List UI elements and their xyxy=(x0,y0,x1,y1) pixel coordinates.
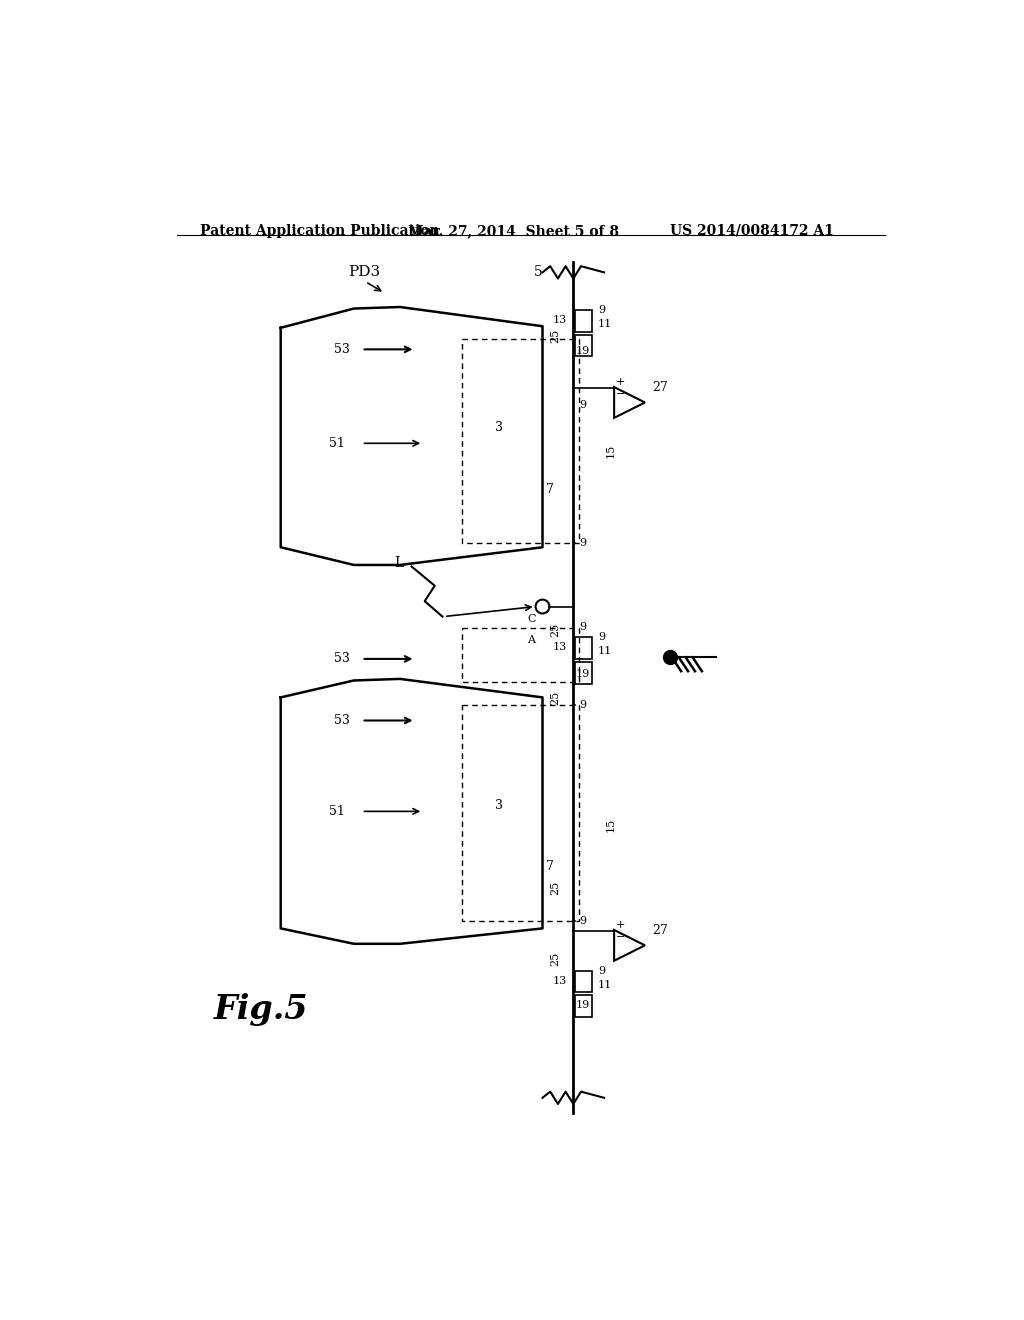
Text: 9: 9 xyxy=(580,700,587,710)
Text: 19: 19 xyxy=(575,1001,590,1010)
Text: 13: 13 xyxy=(553,643,567,652)
Text: 25: 25 xyxy=(550,882,560,895)
Text: 9: 9 xyxy=(580,539,587,548)
Text: 9: 9 xyxy=(580,622,587,631)
Text: 15: 15 xyxy=(605,444,615,458)
Text: 15: 15 xyxy=(605,817,615,832)
Text: 25: 25 xyxy=(550,329,560,343)
Bar xyxy=(574,310,592,331)
Text: 25: 25 xyxy=(550,952,560,966)
Text: 9: 9 xyxy=(598,966,605,975)
Text: 13: 13 xyxy=(553,975,567,986)
Text: Patent Application Publication: Patent Application Publication xyxy=(200,224,439,238)
Text: C: C xyxy=(527,614,537,624)
Text: 3: 3 xyxy=(496,421,504,434)
Text: 27: 27 xyxy=(652,381,669,395)
Text: 5: 5 xyxy=(535,265,543,280)
Bar xyxy=(574,970,592,993)
Text: 25: 25 xyxy=(550,690,560,705)
Text: 9: 9 xyxy=(580,400,587,409)
Text: 27: 27 xyxy=(652,924,669,937)
Text: 11: 11 xyxy=(598,319,612,329)
Text: 19: 19 xyxy=(575,346,590,356)
Text: 51: 51 xyxy=(329,805,345,818)
Text: −: − xyxy=(615,389,625,399)
Text: 7: 7 xyxy=(546,861,554,874)
Text: 3: 3 xyxy=(496,799,504,812)
Text: US 2014/0084172 A1: US 2014/0084172 A1 xyxy=(670,224,834,238)
Text: Fig.5: Fig.5 xyxy=(214,993,308,1026)
Text: L: L xyxy=(394,556,403,570)
Text: 51: 51 xyxy=(329,437,345,450)
Text: 25: 25 xyxy=(550,623,560,636)
Text: −: − xyxy=(615,932,625,942)
Bar xyxy=(574,663,592,684)
Text: 7: 7 xyxy=(546,483,554,496)
Bar xyxy=(574,335,592,356)
Bar xyxy=(574,638,592,659)
Text: 9: 9 xyxy=(580,916,587,925)
Text: A: A xyxy=(526,635,535,644)
Text: 9: 9 xyxy=(598,305,605,315)
Text: 19: 19 xyxy=(575,669,590,680)
Text: 11: 11 xyxy=(598,647,612,656)
Text: 9: 9 xyxy=(598,632,605,643)
Text: +: + xyxy=(615,920,625,929)
Text: +: + xyxy=(615,376,625,387)
Bar xyxy=(574,995,592,1016)
Text: 11: 11 xyxy=(598,979,612,990)
Text: 53: 53 xyxy=(334,652,350,665)
Text: 13: 13 xyxy=(553,315,567,325)
Text: 53: 53 xyxy=(334,343,350,356)
Text: PD3: PD3 xyxy=(348,265,380,280)
Text: Mar. 27, 2014  Sheet 5 of 8: Mar. 27, 2014 Sheet 5 of 8 xyxy=(408,224,618,238)
Text: 53: 53 xyxy=(334,714,350,727)
